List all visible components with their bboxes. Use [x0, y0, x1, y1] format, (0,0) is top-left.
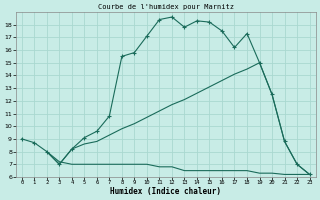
X-axis label: Humidex (Indice chaleur): Humidex (Indice chaleur) — [110, 187, 221, 196]
Title: Courbe de l'humidex pour Marnitz: Courbe de l'humidex pour Marnitz — [98, 4, 234, 10]
